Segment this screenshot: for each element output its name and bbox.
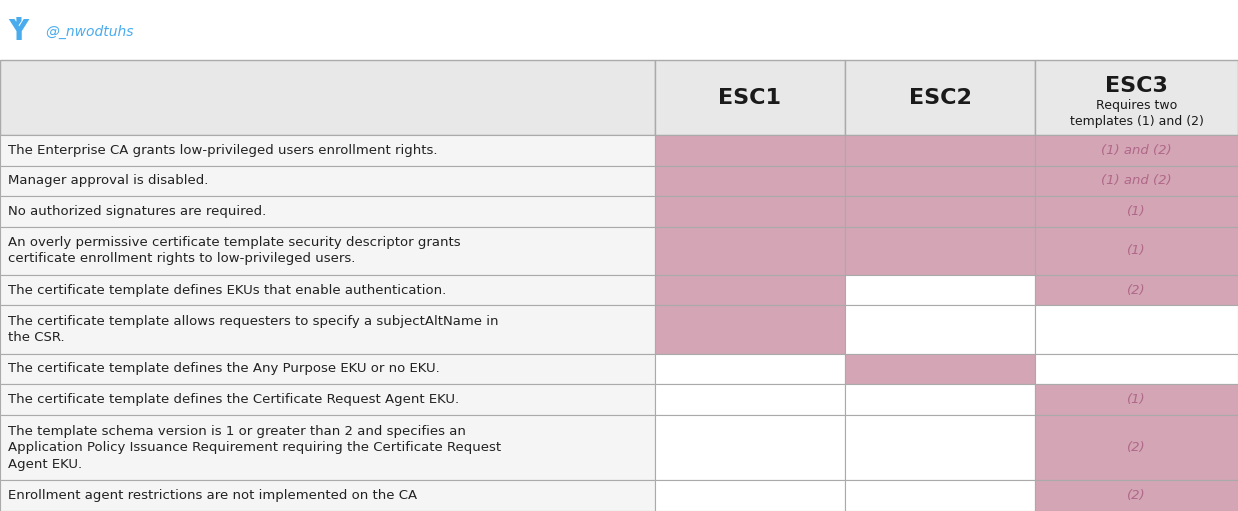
Text: The certificate template allows requesters to specify a subjectAltName in
the CS: The certificate template allows requeste… [7,315,499,344]
Bar [846,135,1035,166]
Text: (2): (2) [1127,284,1146,296]
Bar [655,166,846,196]
Text: The certificate template defines the Certificate Request Agent EKU.: The certificate template defines the Cer… [7,393,459,406]
Bar [655,414,846,480]
Bar [655,384,846,414]
Bar [0,354,655,384]
Text: @_nwodtuhs: @_nwodtuhs [45,25,134,39]
Bar [1035,135,1238,166]
Text: (1): (1) [1127,393,1146,406]
Text: (2): (2) [1127,441,1146,454]
Text: The Enterprise CA grants low-privileged users enrollment rights.: The Enterprise CA grants low-privileged … [7,144,437,157]
Text: (1) and (2): (1) and (2) [1101,174,1172,188]
Text: ’: ’ [12,15,24,44]
Text: Requires two
templates (1) and (2): Requires two templates (1) and (2) [1070,100,1203,128]
Bar [846,414,1035,480]
Text: (2): (2) [1127,489,1146,502]
Text: (1): (1) [1127,244,1146,257]
Text: (1): (1) [1127,205,1146,218]
Text: Enrollment agent restrictions are not implemented on the CA: Enrollment agent restrictions are not im… [7,489,417,502]
Bar [0,226,655,275]
Bar [846,275,1035,306]
Bar [1035,354,1238,384]
Bar [0,384,655,414]
Bar [0,60,655,135]
Text: The certificate template defines EKUs that enable authentication.: The certificate template defines EKUs th… [7,284,446,296]
Bar [0,414,655,480]
Text: Manager approval is disabled.: Manager approval is disabled. [7,174,208,188]
Bar [1035,166,1238,196]
Bar [0,275,655,306]
Bar [1035,196,1238,226]
Bar [655,196,846,226]
Text: No authorized signatures are required.: No authorized signatures are required. [7,205,266,218]
Bar [655,135,846,166]
Bar [655,480,846,511]
Bar [0,135,655,166]
Bar [1035,414,1238,480]
Bar [1035,480,1238,511]
Bar [0,196,655,226]
Bar [655,354,846,384]
Text: The certificate template defines the Any Purpose EKU or no EKU.: The certificate template defines the Any… [7,362,439,375]
Bar [846,60,1035,135]
Text: ESC2: ESC2 [909,87,972,107]
Bar [1035,226,1238,275]
Bar [846,196,1035,226]
Text: ESC1: ESC1 [718,87,781,107]
Bar [655,60,846,135]
Text: An overly permissive certificate template security descriptor grants
certificate: An overly permissive certificate templat… [7,236,461,265]
Bar [0,0,1238,60]
Bar [1035,306,1238,354]
Text: The template schema version is 1 or greater than 2 and specifies an
Application : The template schema version is 1 or grea… [7,425,501,471]
Bar [655,306,846,354]
Bar [0,306,655,354]
Text: Y: Y [7,18,28,46]
Bar [1035,384,1238,414]
Bar [0,480,655,511]
Text: (1) and (2): (1) and (2) [1101,144,1172,157]
Text: ESC3: ESC3 [1106,76,1167,96]
Bar [0,166,655,196]
Bar [1035,275,1238,306]
Bar [846,226,1035,275]
Bar [846,354,1035,384]
Bar [655,226,846,275]
Bar [846,166,1035,196]
Bar [655,275,846,306]
Bar [1035,60,1238,135]
Bar [846,306,1035,354]
Bar [846,480,1035,511]
Bar [846,384,1035,414]
